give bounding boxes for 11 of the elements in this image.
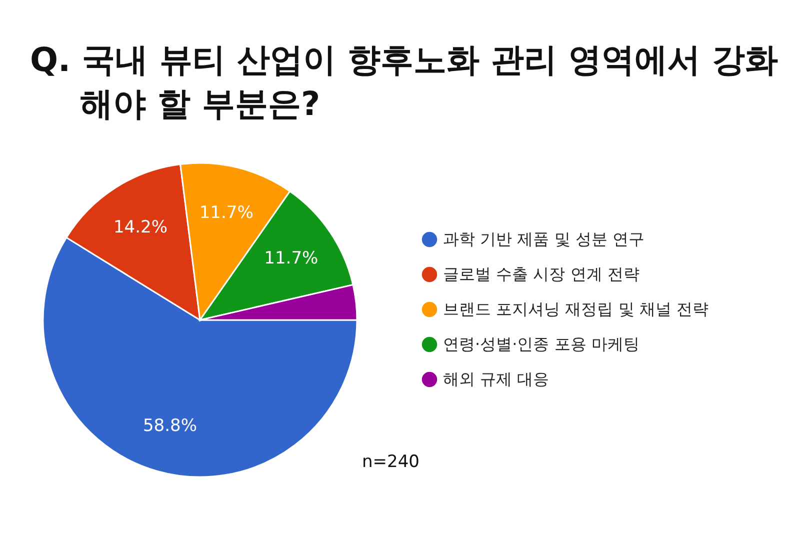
text: n=240 <box>362 452 420 472</box>
legend-label: 브랜드 포지셔닝 재정립 및 채널 전략 <box>443 300 708 318</box>
data-label: 11.7% <box>199 203 254 224</box>
legend-label: 과학 기반 제품 및 성분 연구 <box>443 230 644 248</box>
data-label: 11.7% <box>264 248 318 268</box>
legend-label: 해외 규제 대응 <box>443 370 550 388</box>
chart-title: Q. 국내 뷰티 산업이 향후노화 관리 영역에서 강화해야 할 부분은? <box>30 39 780 125</box>
data-label: 14.2% <box>113 217 168 238</box>
data-label: 58.8% <box>142 416 197 436</box>
legend-label: 글로벌 수출 시장 연계 전략 <box>443 264 640 284</box>
legend-label: 연령·성별·인종 포용 마케팅 <box>443 334 640 354</box>
